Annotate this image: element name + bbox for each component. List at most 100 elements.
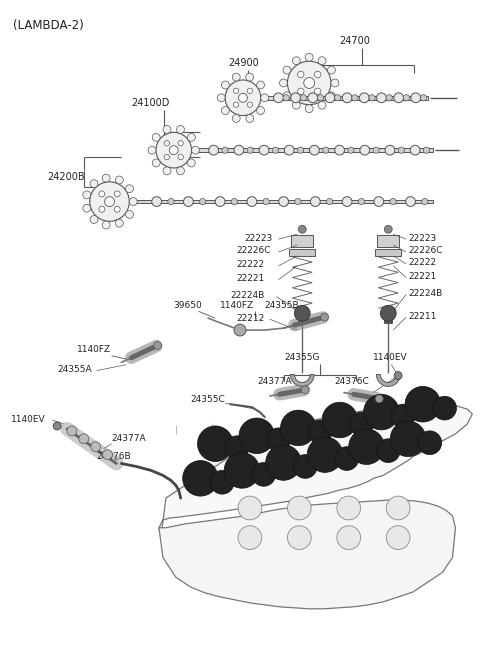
Circle shape — [291, 93, 300, 103]
Circle shape — [192, 146, 200, 154]
Circle shape — [360, 146, 370, 155]
Circle shape — [410, 146, 420, 155]
Circle shape — [274, 93, 283, 103]
Circle shape — [390, 199, 396, 205]
Polygon shape — [159, 404, 472, 537]
Circle shape — [177, 125, 184, 134]
Text: 1140EV: 1140EV — [11, 415, 45, 423]
Circle shape — [380, 305, 396, 321]
Circle shape — [217, 94, 225, 102]
Circle shape — [386, 95, 392, 101]
Text: 22226C: 22226C — [408, 246, 443, 256]
Circle shape — [177, 167, 184, 175]
Circle shape — [215, 197, 225, 207]
Text: 24377A: 24377A — [258, 377, 292, 386]
Circle shape — [403, 95, 409, 101]
Circle shape — [257, 81, 264, 89]
Circle shape — [298, 147, 304, 153]
Circle shape — [279, 79, 288, 87]
Circle shape — [337, 526, 360, 550]
Circle shape — [114, 206, 120, 212]
Circle shape — [53, 422, 61, 430]
Circle shape — [272, 147, 278, 153]
Circle shape — [375, 395, 383, 403]
Circle shape — [411, 93, 420, 103]
Circle shape — [238, 496, 262, 520]
Text: 22221: 22221 — [408, 272, 436, 281]
Circle shape — [386, 496, 410, 520]
Circle shape — [225, 80, 261, 115]
Circle shape — [257, 107, 264, 115]
Circle shape — [178, 141, 183, 146]
Text: 24377A: 24377A — [111, 434, 146, 444]
Circle shape — [308, 420, 332, 444]
Circle shape — [221, 107, 229, 115]
Text: 1140FZ: 1140FZ — [220, 301, 254, 310]
Text: 24200B: 24200B — [47, 172, 85, 182]
Text: 24700: 24700 — [339, 36, 370, 46]
Bar — [264, 96, 428, 99]
Text: 22224B: 22224B — [408, 289, 442, 298]
Circle shape — [323, 147, 329, 153]
Circle shape — [423, 147, 430, 153]
Circle shape — [102, 221, 110, 229]
Circle shape — [210, 470, 234, 494]
Text: 24355B: 24355B — [264, 301, 300, 310]
Text: 24376B: 24376B — [96, 452, 132, 461]
Circle shape — [360, 93, 369, 103]
Circle shape — [358, 199, 364, 205]
Circle shape — [103, 450, 112, 460]
Circle shape — [79, 434, 89, 444]
Circle shape — [99, 191, 105, 197]
Circle shape — [129, 198, 137, 205]
Polygon shape — [159, 500, 456, 609]
Wedge shape — [290, 374, 314, 386]
Bar — [291, 235, 313, 247]
Bar — [131, 200, 433, 203]
Circle shape — [252, 462, 276, 486]
Circle shape — [308, 93, 318, 103]
Circle shape — [311, 197, 320, 207]
Circle shape — [342, 93, 352, 103]
Circle shape — [183, 197, 193, 207]
Circle shape — [261, 94, 269, 102]
Circle shape — [280, 410, 316, 446]
Circle shape — [405, 386, 441, 422]
Circle shape — [163, 167, 171, 175]
Circle shape — [318, 101, 326, 109]
Circle shape — [331, 79, 339, 87]
Circle shape — [105, 197, 114, 207]
Circle shape — [327, 66, 336, 74]
Bar — [384, 317, 392, 323]
Circle shape — [321, 313, 328, 321]
Circle shape — [152, 134, 160, 142]
Circle shape — [197, 426, 233, 462]
Circle shape — [83, 204, 91, 212]
Circle shape — [225, 436, 249, 460]
Circle shape — [90, 215, 98, 223]
Circle shape — [305, 105, 313, 113]
Circle shape — [301, 386, 309, 394]
Circle shape — [349, 429, 384, 464]
Circle shape — [187, 159, 195, 167]
Circle shape — [300, 95, 306, 101]
Circle shape — [200, 199, 206, 205]
Circle shape — [263, 199, 269, 205]
Circle shape — [337, 496, 360, 520]
Circle shape — [247, 197, 257, 207]
Circle shape — [342, 197, 352, 207]
Circle shape — [232, 115, 240, 122]
Circle shape — [298, 88, 304, 95]
Circle shape — [391, 404, 415, 428]
Circle shape — [373, 147, 379, 153]
Circle shape — [374, 197, 384, 207]
Circle shape — [246, 73, 253, 81]
Circle shape — [154, 342, 162, 350]
Circle shape — [288, 61, 331, 105]
Circle shape — [369, 95, 375, 101]
Circle shape — [266, 445, 301, 480]
Circle shape — [294, 305, 310, 321]
Circle shape — [156, 132, 192, 168]
Circle shape — [363, 395, 399, 430]
Bar — [193, 148, 433, 152]
